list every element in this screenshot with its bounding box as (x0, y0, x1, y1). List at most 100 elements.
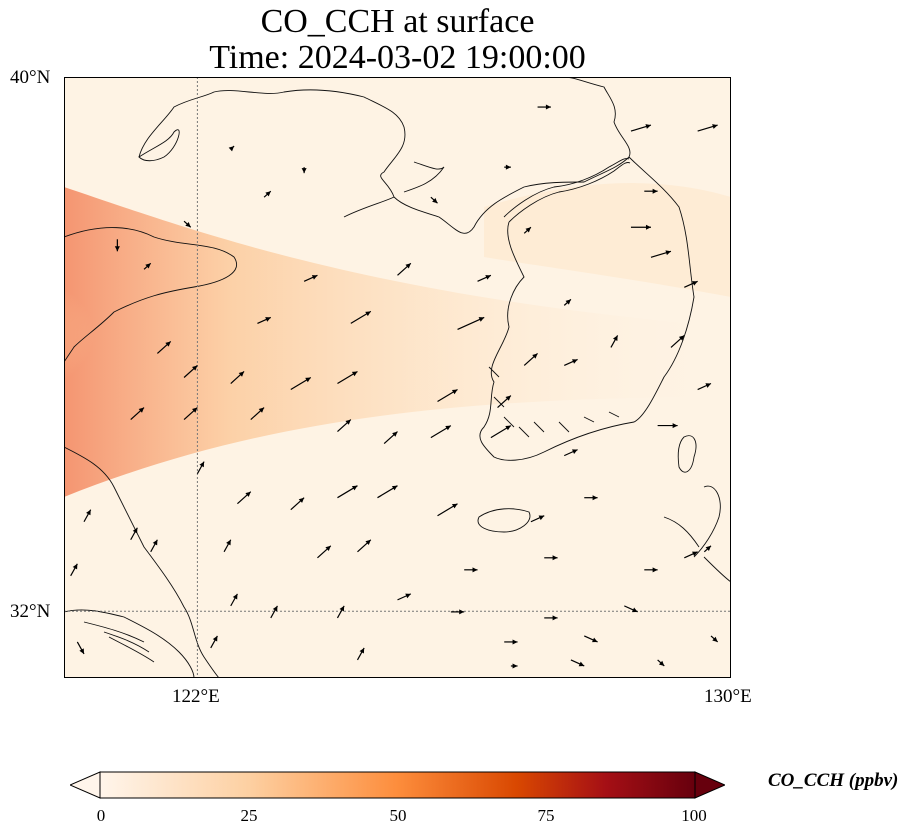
wind-arrowhead (459, 609, 465, 615)
wind-arrowhead (365, 539, 371, 545)
wind-arrowhead (145, 263, 151, 269)
wind-arrowhead (692, 281, 698, 286)
wind-arrowhead (238, 371, 245, 377)
wind-arrowhead (645, 224, 651, 230)
wind-arrowhead (692, 551, 698, 557)
wind-arrowhead (272, 605, 278, 612)
wind-arrowhead (665, 250, 671, 256)
wind-arrowhead (185, 222, 191, 228)
wind-arrowhead (212, 635, 218, 642)
wind-arrowhead (228, 146, 235, 152)
map-title: CO_CCH at surface (260, 3, 535, 40)
wind-arrowhead (345, 419, 351, 425)
wind-arrowhead (505, 425, 511, 431)
colorbar-tick-0: 0 (96, 806, 106, 825)
wind-arrowhead (138, 407, 145, 413)
wind-arrowhead (552, 615, 558, 621)
map-frame (64, 77, 731, 678)
wind-arrowhead (525, 227, 531, 233)
wind-arrowhead (712, 124, 718, 129)
wind-arrowhead (165, 341, 171, 347)
wind-arrowhead (79, 648, 85, 654)
wind-arrowhead (392, 431, 398, 437)
wind-arrowhead (265, 317, 271, 322)
wind-arrowhead (351, 485, 358, 491)
wind-arrowhead (705, 545, 711, 551)
wind-arrowhead (451, 389, 458, 395)
colorbar-tick-75: 75 (537, 806, 555, 825)
lon-label-130e: 130°E (704, 686, 752, 707)
wind-arrowhead (245, 491, 251, 497)
colorbar-label: CO_CCH (ppbv) (768, 770, 899, 791)
wind-arrowhead (532, 353, 538, 359)
wind-arrowhead (192, 407, 198, 413)
wind-arrowhead (432, 198, 438, 204)
wind-arrowhead (632, 607, 638, 613)
colorbar-extend-min (70, 771, 101, 799)
wind-arrowhead (405, 263, 411, 269)
lat-label-32n: 32°N (10, 601, 51, 622)
wind-arrowhead (565, 299, 571, 305)
colorbar-gradient (99, 771, 696, 799)
wind-arrowhead (572, 449, 578, 454)
coastlines (64, 77, 731, 678)
wind-arrowhead (472, 567, 478, 573)
wind-arrowhead (405, 593, 411, 599)
wind-arrowhead (339, 605, 345, 612)
wind-arrowhead (512, 639, 518, 645)
wind-arrowhead (226, 539, 231, 546)
wind-arrowhead (672, 423, 678, 429)
co-plume (64, 187, 731, 497)
wind-arrowhead (199, 461, 205, 468)
wind-arrowhead (505, 164, 511, 170)
wind-arrowhead (351, 371, 358, 377)
lat-label-40n: 40°N (10, 67, 51, 88)
wind-arrowhead (301, 168, 307, 174)
wind-arrowhead (298, 497, 305, 503)
co-plume-korea (484, 183, 731, 297)
colorbar-tick-25: 25 (240, 806, 258, 825)
wind-arrowhead (545, 104, 551, 110)
wind-arrowhead (505, 395, 511, 401)
wind-arrowhead (658, 660, 665, 666)
colorbar-tick-100: 100 (681, 806, 707, 825)
colorbar-extend-max (694, 771, 725, 799)
wind-arrowhead (485, 275, 491, 280)
wind-arrowhead (451, 503, 458, 509)
wind-arrowhead (552, 555, 558, 561)
wind-arrowhead (712, 636, 718, 642)
wind-arrowhead (258, 407, 265, 413)
wind-arrowhead (705, 383, 711, 388)
map-panel[interactable] (64, 77, 731, 678)
wind-arrowhead (478, 317, 485, 322)
wind-arrowhead (305, 377, 311, 383)
wind-arrowhead (86, 509, 91, 516)
colorbar (70, 771, 725, 799)
map-time: Time: 2024-03-02 19:00:00 (209, 39, 586, 76)
wind-arrowhead (72, 563, 78, 570)
wind-arrowhead (652, 188, 658, 194)
wind-arrowhead (645, 124, 651, 129)
co-hotspot (64, 262, 214, 422)
wind-arrowhead (512, 663, 518, 669)
wind-arrowhead (612, 335, 618, 342)
wind-arrowhead (678, 335, 685, 341)
wind-arrowhead (365, 311, 371, 317)
wind-arrowhead (325, 545, 331, 551)
wind-vectors (70, 104, 719, 669)
wind-arrowhead (592, 637, 598, 643)
wind-arrowhead (114, 246, 120, 252)
wind-arrowhead (445, 425, 451, 431)
colorbar-tick-50: 50 (389, 806, 407, 825)
wind-arrowhead (359, 647, 365, 654)
wind-arrowhead (538, 515, 545, 521)
lon-label-122e: 122°E (172, 686, 220, 707)
wind-arrowhead (192, 365, 198, 371)
wind-arrowhead (391, 485, 398, 491)
wind-arrowhead (132, 527, 138, 534)
wind-arrowhead (652, 567, 658, 573)
wind-arrowhead (265, 191, 271, 197)
wind-arrowhead (572, 359, 578, 364)
wind-arrowhead (232, 593, 238, 600)
wind-arrowhead (311, 275, 318, 280)
